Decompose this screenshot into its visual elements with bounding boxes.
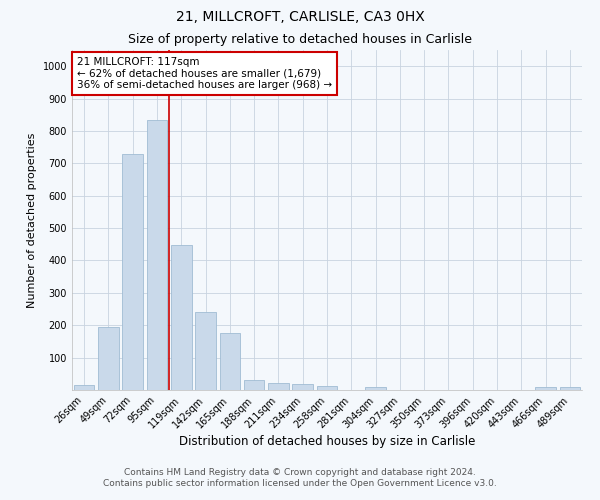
Bar <box>244 380 265 390</box>
Bar <box>535 387 556 390</box>
Bar <box>146 120 167 390</box>
Bar <box>560 388 580 390</box>
Text: 21 MILLCROFT: 117sqm
← 62% of detached houses are smaller (1,679)
36% of semi-de: 21 MILLCROFT: 117sqm ← 62% of detached h… <box>77 57 332 90</box>
Y-axis label: Number of detached properties: Number of detached properties <box>27 132 37 308</box>
Bar <box>74 385 94 390</box>
Text: Size of property relative to detached houses in Carlisle: Size of property relative to detached ho… <box>128 32 472 46</box>
Bar <box>268 383 289 390</box>
Bar <box>365 388 386 390</box>
Bar <box>317 386 337 390</box>
Text: Contains HM Land Registry data © Crown copyright and database right 2024.
Contai: Contains HM Land Registry data © Crown c… <box>103 468 497 487</box>
Text: 21, MILLCROFT, CARLISLE, CA3 0HX: 21, MILLCROFT, CARLISLE, CA3 0HX <box>176 10 424 24</box>
Bar <box>195 312 216 390</box>
Bar <box>220 334 240 390</box>
Bar <box>122 154 143 390</box>
Bar <box>292 384 313 390</box>
Bar <box>171 245 191 390</box>
Bar <box>98 327 119 390</box>
X-axis label: Distribution of detached houses by size in Carlisle: Distribution of detached houses by size … <box>179 436 475 448</box>
